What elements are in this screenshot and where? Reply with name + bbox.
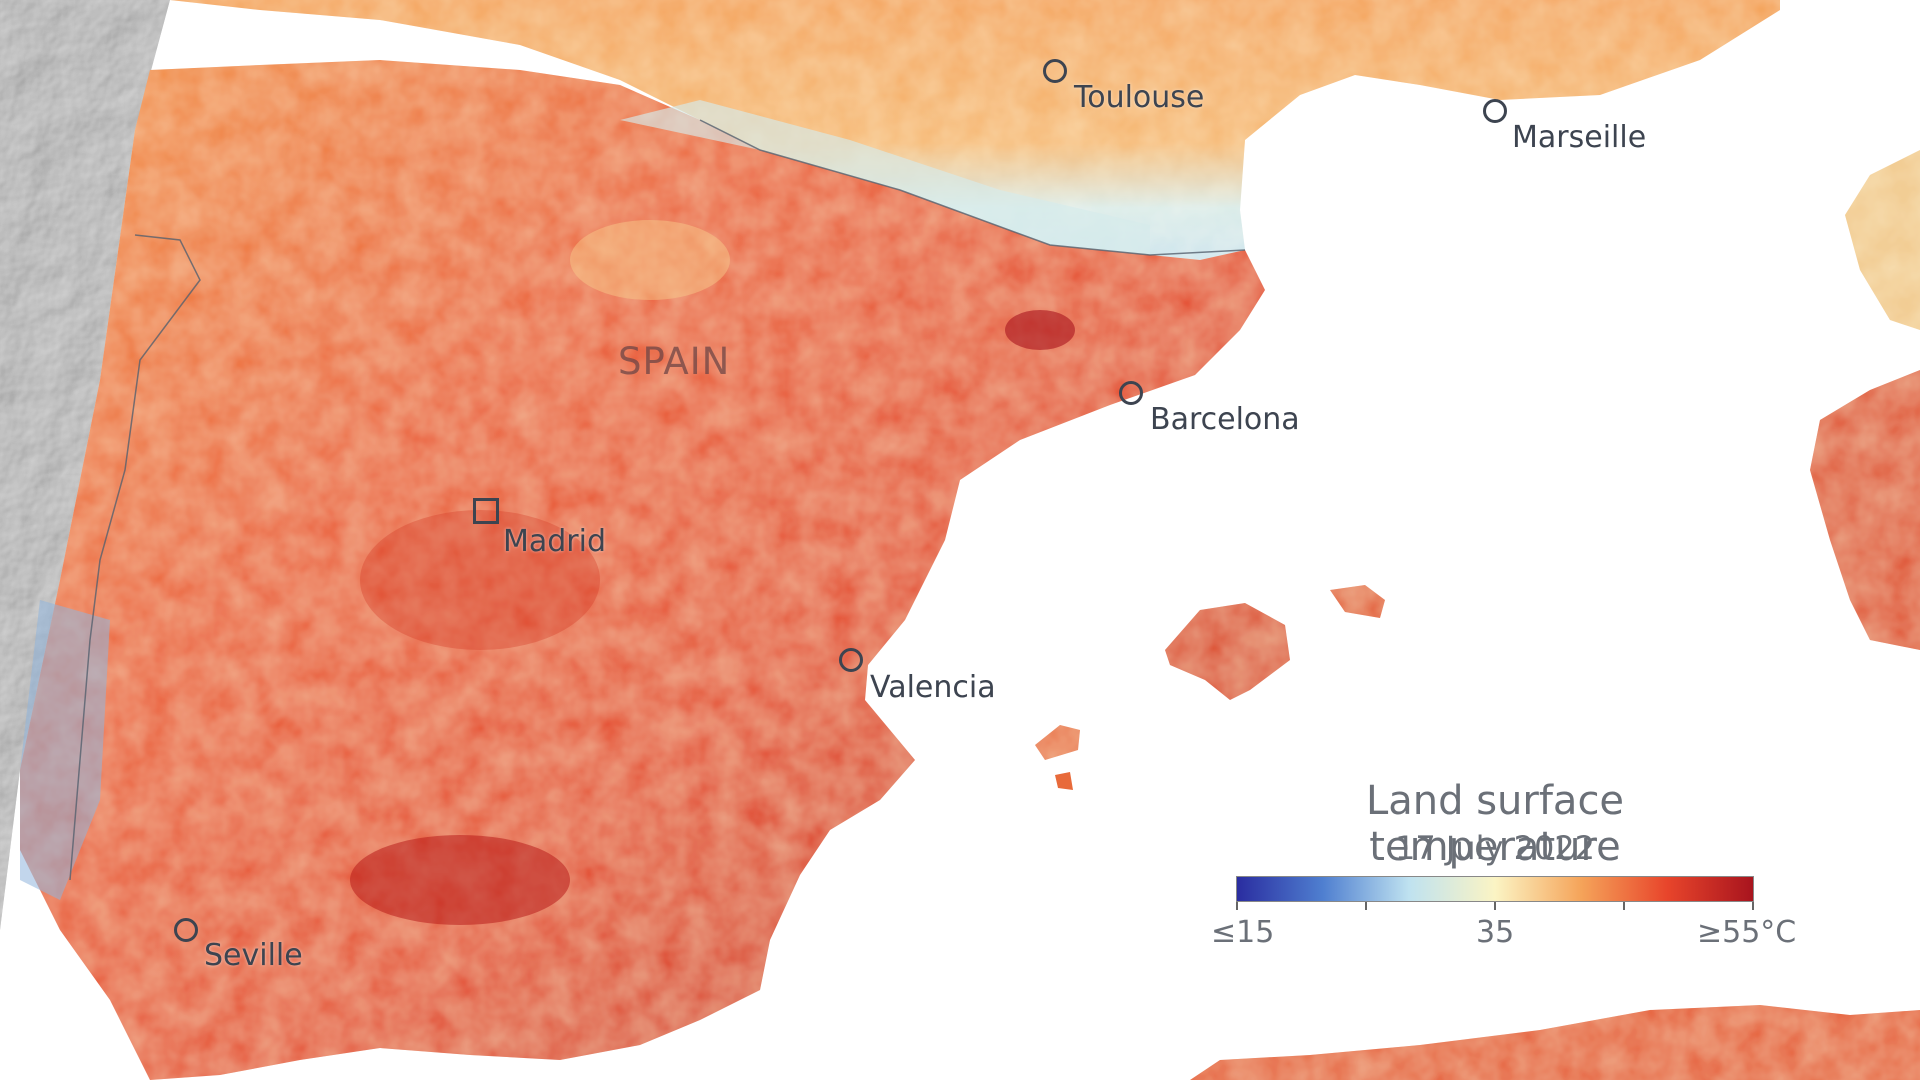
barcelona-marker bbox=[1119, 381, 1143, 405]
city-label-barcelona: Barcelona bbox=[1150, 402, 1300, 437]
madrid-marker bbox=[473, 498, 499, 524]
legend-tick bbox=[1365, 902, 1367, 910]
toulouse-marker bbox=[1043, 59, 1067, 83]
city-label-valencia: Valencia bbox=[870, 670, 996, 705]
city-label-toulouse: Toulouse bbox=[1074, 80, 1205, 115]
city-label-seville: Seville bbox=[204, 938, 303, 973]
border-spain-portugal bbox=[69, 234, 201, 881]
ibiza bbox=[1035, 725, 1080, 760]
spain-landmass bbox=[20, 60, 1265, 1080]
valencia-marker bbox=[839, 648, 863, 672]
marseille-marker bbox=[1483, 99, 1507, 123]
mallorca bbox=[1165, 603, 1290, 700]
corsica bbox=[1845, 150, 1920, 330]
legend-min-label: ≤15 bbox=[1211, 915, 1275, 950]
menorca bbox=[1330, 585, 1385, 618]
legend-date: 17 July 2022 bbox=[1394, 829, 1596, 867]
seville-marker bbox=[174, 918, 198, 942]
sardinia bbox=[1810, 370, 1920, 650]
city-label-marseille: Marseille bbox=[1512, 120, 1647, 155]
legend-tick bbox=[1623, 902, 1625, 910]
legend-tick bbox=[1494, 902, 1496, 910]
legend-color-scale bbox=[1236, 876, 1754, 902]
north-africa bbox=[1190, 1005, 1920, 1080]
legend-tick bbox=[1236, 902, 1238, 910]
france-landmass bbox=[170, 0, 1780, 260]
border-spain-france bbox=[699, 119, 1246, 256]
city-label-madrid: Madrid bbox=[503, 524, 607, 559]
legend-tick bbox=[1752, 902, 1754, 910]
legend-mid-label: 35 bbox=[1476, 915, 1515, 950]
legend-title: Land surface temperature bbox=[1365, 778, 1625, 870]
country-label-spain: SPAIN bbox=[618, 340, 731, 383]
legend-max-label: ≥55°C bbox=[1697, 915, 1797, 950]
